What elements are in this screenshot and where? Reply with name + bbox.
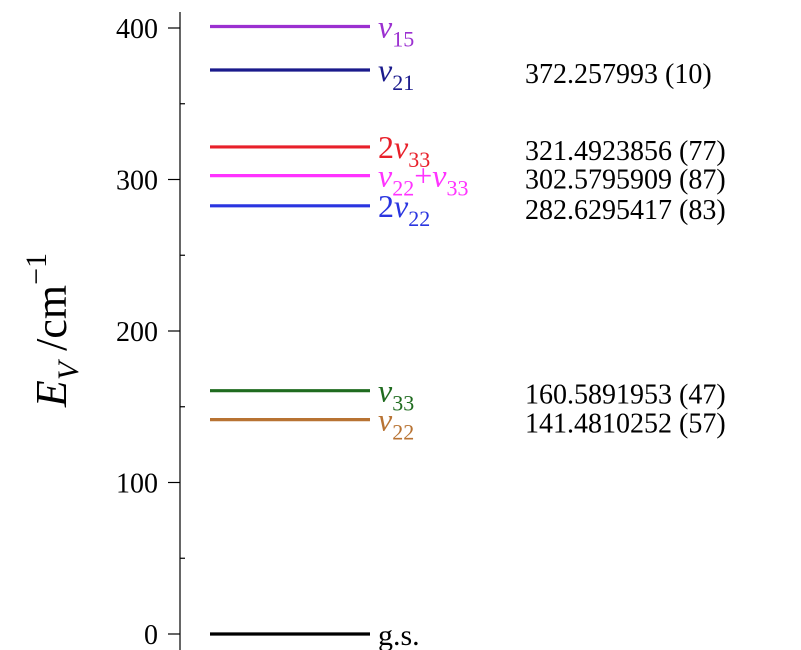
level-nu21: ν21 372.257993 (10) [210,52,712,95]
y-tick-label: 400 [116,14,158,45]
y-axis: 0 100 200 300 400 [116,12,185,650]
level-value-nu33: 160.5891953 (47) [525,380,726,411]
level-nu33: ν33 160.5891953 (47) [210,373,726,416]
level-label-nu21: ν21 [378,52,414,95]
level-label-2nu22: 2ν22 [378,188,430,231]
level-nu22_nu33: ν22+ν33 302.5795909 (87) [210,158,726,201]
level-nu22: ν22 141.4810252 (57) [210,402,726,445]
level-2nu22: 2ν22 282.6295417 (83) [210,188,726,231]
level-2nu33: 2ν33 321.4923856 (77) [210,129,726,172]
level-label-2nu33: 2ν33 [378,129,430,172]
level-label-nu22: ν22 [378,402,414,445]
level-nu15: ν15 [210,8,414,51]
level-label-nu33: ν33 [378,373,414,416]
y-tick-label: 0 [144,620,158,650]
level-value-nu22: 141.4810252 (57) [525,409,726,440]
y-axis-title: EV /cm−1 [20,253,85,408]
y-axis-title-group: EV /cm−1 [20,253,85,408]
level-label-gs: g.s. [378,619,420,650]
level-value-2nu22: 282.6295417 (83) [525,195,726,226]
level-label-nu15: ν15 [378,8,414,51]
y-tick-label: 300 [116,166,158,197]
level-label-nu22_nu33: ν22+ν33 [378,158,468,201]
y-tick-label: 100 [116,469,158,500]
level-value-nu22_nu33: 302.5795909 (87) [525,165,726,196]
level-gs: g.s. [210,619,420,650]
y-tick-label: 200 [116,317,158,348]
level-value-nu21: 372.257993 (10) [525,59,712,90]
level-value-2nu33: 321.4923856 (77) [525,136,726,167]
